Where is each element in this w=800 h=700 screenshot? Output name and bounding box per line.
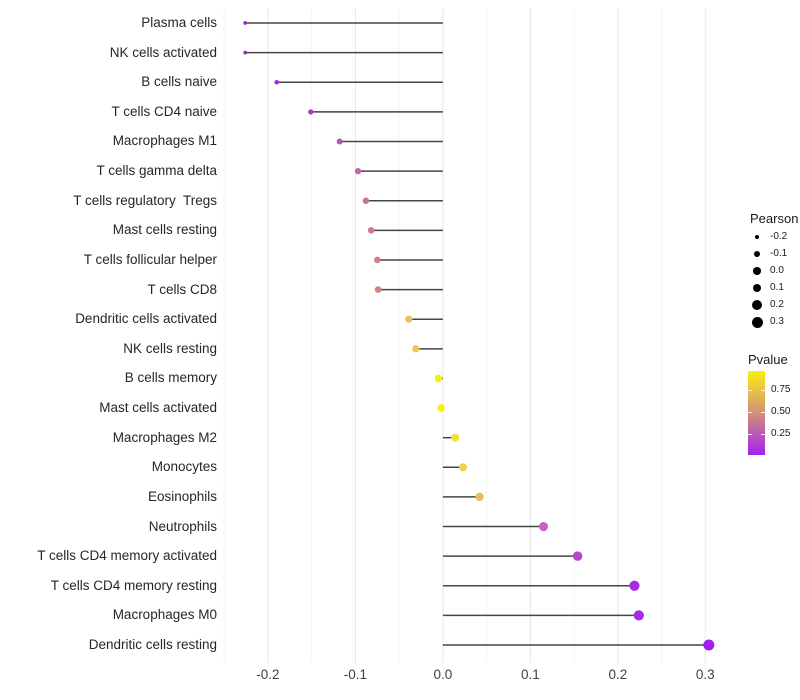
- legend-pearson-title: Pearson: [750, 211, 799, 226]
- lollipop-dot: [437, 404, 445, 412]
- x-tick-label: 0.2: [608, 667, 628, 682]
- legend-size-dot: [753, 267, 761, 275]
- colorbar-tick: [748, 434, 752, 435]
- category-label: T cells regulatory Tregs: [73, 192, 217, 208]
- legend-size-label: -0.2: [770, 231, 788, 242]
- colorbar-tick-label: 0.25: [771, 428, 791, 439]
- lollipop-dot: [458, 463, 468, 472]
- legend-size-dot: [751, 316, 763, 328]
- lollipop-dot: [451, 433, 460, 442]
- lollipop-dot: [434, 374, 443, 383]
- legend-size-label: 0.2: [770, 299, 784, 310]
- category-label: NK cells activated: [109, 44, 217, 60]
- colorbar-tick: [761, 412, 765, 413]
- lollipop-dot: [336, 138, 343, 145]
- lollipop-dot: [373, 256, 381, 264]
- category-label: Plasma cells: [141, 15, 217, 30]
- lollipop-dot: [362, 197, 370, 204]
- lollipop-dot: [308, 109, 314, 115]
- x-tick-label: 0.3: [695, 667, 715, 682]
- lollipop-dot: [367, 227, 375, 234]
- legend-size-dot: [752, 283, 762, 293]
- category-label: Macrophages M0: [112, 607, 217, 623]
- legend-size-dot: [751, 299, 762, 310]
- lollipop-dot: [243, 50, 247, 55]
- lollipop-dot: [405, 315, 413, 323]
- pvalue-colorbar: [748, 371, 765, 455]
- lollipop-dot: [354, 167, 362, 175]
- category-label: B cells naive: [141, 74, 217, 90]
- category-label: Eosinophils: [147, 488, 217, 504]
- lollipop-dot: [412, 345, 420, 353]
- category-label: Mast cells activated: [99, 400, 217, 416]
- lollipop-dot: [572, 551, 583, 561]
- lollipop-dot: [629, 580, 640, 591]
- lollipop-dot: [703, 639, 715, 651]
- lollipop-dot: [633, 610, 644, 621]
- legend-pvalue-title: Pvalue: [748, 352, 788, 367]
- category-label: T cells gamma delta: [96, 163, 217, 179]
- colorbar-tick-label: 0.75: [771, 384, 791, 395]
- category-label: Monocytes: [151, 459, 217, 475]
- category-label: T cells CD8: [147, 281, 217, 297]
- colorbar-tick: [761, 434, 765, 435]
- colorbar-tick: [748, 412, 752, 413]
- x-tick-label: 0.0: [433, 667, 453, 682]
- legend-size-dot: [754, 234, 760, 240]
- lollipop-dot: [538, 521, 549, 532]
- lollipop-dot: [475, 492, 484, 502]
- legend-size-label: -0.1: [770, 248, 788, 259]
- legend-size-label: 0.0: [770, 265, 784, 276]
- lollipop-dot: [243, 21, 247, 25]
- x-tick-label: -0.1: [343, 667, 368, 682]
- colorbar-tick-label: 0.50: [771, 406, 791, 417]
- category-label: B cells memory: [124, 370, 217, 386]
- lollipop-dot: [274, 79, 279, 85]
- legend-size-label: 0.1: [770, 282, 784, 293]
- category-label: Macrophages M2: [112, 429, 217, 445]
- category-label: T cells follicular helper: [83, 251, 217, 267]
- colorbar-tick: [748, 390, 752, 391]
- category-label: Neutrophils: [148, 518, 217, 534]
- lollipop-dot: [374, 286, 382, 293]
- colorbar-tick: [761, 390, 765, 391]
- legend-size-label: 0.3: [770, 316, 784, 327]
- legend-size-dot: [753, 250, 761, 258]
- category-label: Macrophages M1: [112, 133, 217, 149]
- category-label: Dendritic cells activated: [75, 311, 217, 327]
- category-label: T cells CD4 memory activated: [37, 548, 217, 564]
- category-label: NK cells resting: [123, 340, 217, 356]
- category-label: T cells CD4 memory resting: [50, 577, 217, 593]
- x-tick-label: -0.2: [256, 667, 280, 682]
- category-label: Mast cells resting: [112, 222, 217, 238]
- category-label: T cells CD4 naive: [111, 103, 217, 119]
- category-label: Dendritic cells resting: [88, 637, 217, 653]
- x-tick-label: 0.1: [520, 667, 540, 682]
